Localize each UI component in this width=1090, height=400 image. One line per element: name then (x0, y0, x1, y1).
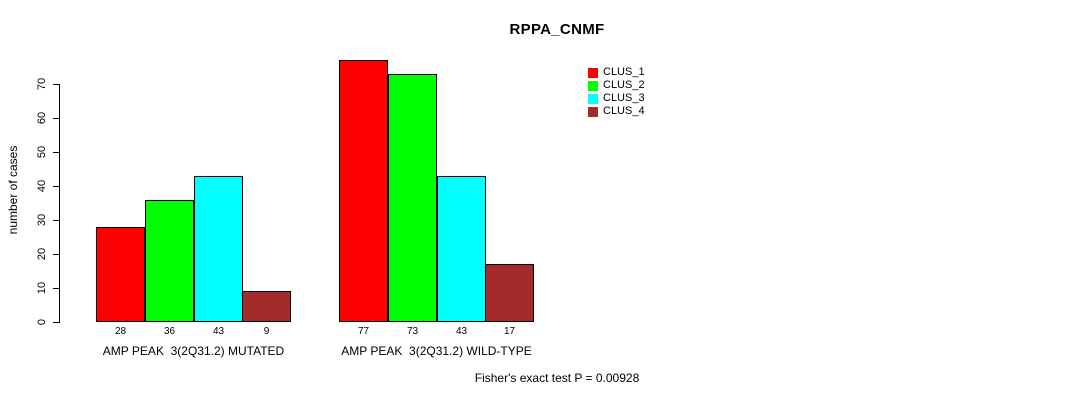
y-axis-tick (53, 186, 59, 187)
y-axis-tick-label: 50 (36, 145, 48, 159)
category-label: AMP PEAK 3(2Q31.2) MUTATED (102, 344, 285, 358)
y-axis-tick-label: 10 (36, 281, 48, 295)
bar-value-label: 77 (357, 326, 370, 337)
bar-value-label: 43 (212, 326, 225, 337)
legend-item-label: CLUS_2 (603, 79, 645, 91)
y-axis-tick-label: 30 (36, 213, 48, 227)
y-axis-tick (53, 118, 59, 119)
y-axis-tick (53, 220, 59, 221)
category-label: AMP PEAK 3(2Q31.2) WILD-TYPE (341, 344, 532, 358)
y-axis-tick-label: 40 (36, 179, 48, 193)
legend-item-label: CLUS_3 (603, 92, 645, 104)
legend: CLUS_1 CLUS_2 CLUS_3 CLUS_4 (588, 66, 645, 118)
bar-clus_1-group2 (339, 60, 388, 322)
bar-clus_3-group2 (437, 176, 486, 322)
bar-clus_2-group2 (388, 74, 437, 322)
bar-value-label: 9 (263, 326, 270, 337)
y-axis-tick (53, 254, 59, 255)
legend-item: CLUS_4 (588, 105, 645, 118)
y-axis-line (59, 84, 60, 323)
bar-value-label: 17 (503, 326, 516, 337)
y-axis-label: number of cases (6, 145, 20, 235)
legend-item: CLUS_1 (588, 66, 645, 79)
bar-value-label: 36 (163, 326, 176, 337)
legend-item: CLUS_3 (588, 92, 645, 105)
bar-value-label: 73 (406, 326, 419, 337)
legend-swatch-clus_2 (588, 80, 598, 91)
legend-swatch-clus_3 (588, 93, 598, 104)
bar-clus_3-group1 (194, 176, 243, 322)
y-axis-tick (53, 322, 59, 323)
legend-swatch-clus_4 (588, 106, 598, 117)
bar-clus_4-group2 (485, 264, 534, 322)
legend-item-label: CLUS_4 (603, 105, 645, 117)
bar-clus_1-group1 (96, 227, 145, 322)
bar-value-label: 43 (455, 326, 468, 337)
y-axis-tick (53, 152, 59, 153)
chart-title: RPPA_CNMF (509, 21, 605, 38)
y-axis-tick (53, 288, 59, 289)
bar-clus_4-group1 (242, 291, 291, 322)
bar-value-label: 28 (114, 326, 127, 337)
bar-clus_2-group1 (145, 200, 194, 322)
y-axis-tick-label: 0 (36, 318, 48, 326)
y-axis-tick-label: 60 (36, 111, 48, 125)
y-axis-tick-label: 70 (36, 77, 48, 91)
legend-item-label: CLUS_1 (603, 66, 645, 78)
legend-swatch-clus_1 (588, 67, 598, 78)
y-axis-tick-label: 20 (36, 247, 48, 261)
fisher-test-annotation: Fisher's exact test P = 0.00928 (474, 371, 640, 385)
y-axis-tick (53, 84, 59, 85)
legend-item: CLUS_2 (588, 79, 645, 92)
